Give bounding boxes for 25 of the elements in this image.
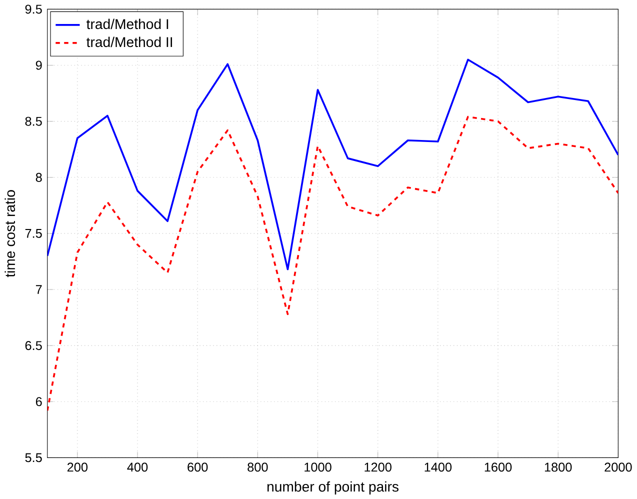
y-tick-label: 7 <box>36 285 42 294</box>
legend-label: trad/Method I <box>86 18 168 30</box>
x-axis-title: number of point pairs <box>267 481 398 494</box>
y-tick-label: 8.5 <box>25 116 42 126</box>
y-tick-label: 6.5 <box>25 340 42 350</box>
x-tick-label: 1000 <box>304 462 332 472</box>
x-tick-label: 1200 <box>364 462 392 472</box>
y-tick-label: 6 <box>36 397 42 406</box>
x-tick-label: 200 <box>67 462 88 472</box>
y-tick-label: 9.5 <box>25 4 42 14</box>
y-tick-label: 7.5 <box>25 228 42 238</box>
x-tick-label: 1600 <box>484 462 512 472</box>
x-tick-label: 400 <box>127 462 148 472</box>
y-tick-label: 8 <box>36 172 42 182</box>
y-axis-title: time cost ratio <box>4 190 16 278</box>
legend-label: trad/Method II <box>86 36 172 48</box>
y-tick-label: 9 <box>36 60 42 70</box>
line-series <box>47 116 618 412</box>
x-tick-label: 2000 <box>604 462 632 472</box>
y-tick-label: 5.5 <box>25 453 42 462</box>
x-tick-label: 1400 <box>424 462 452 472</box>
line-series <box>47 58 618 270</box>
x-tick-label: 1800 <box>544 462 572 472</box>
x-tick-label: 600 <box>188 462 208 472</box>
x-tick-label: 800 <box>248 462 268 472</box>
